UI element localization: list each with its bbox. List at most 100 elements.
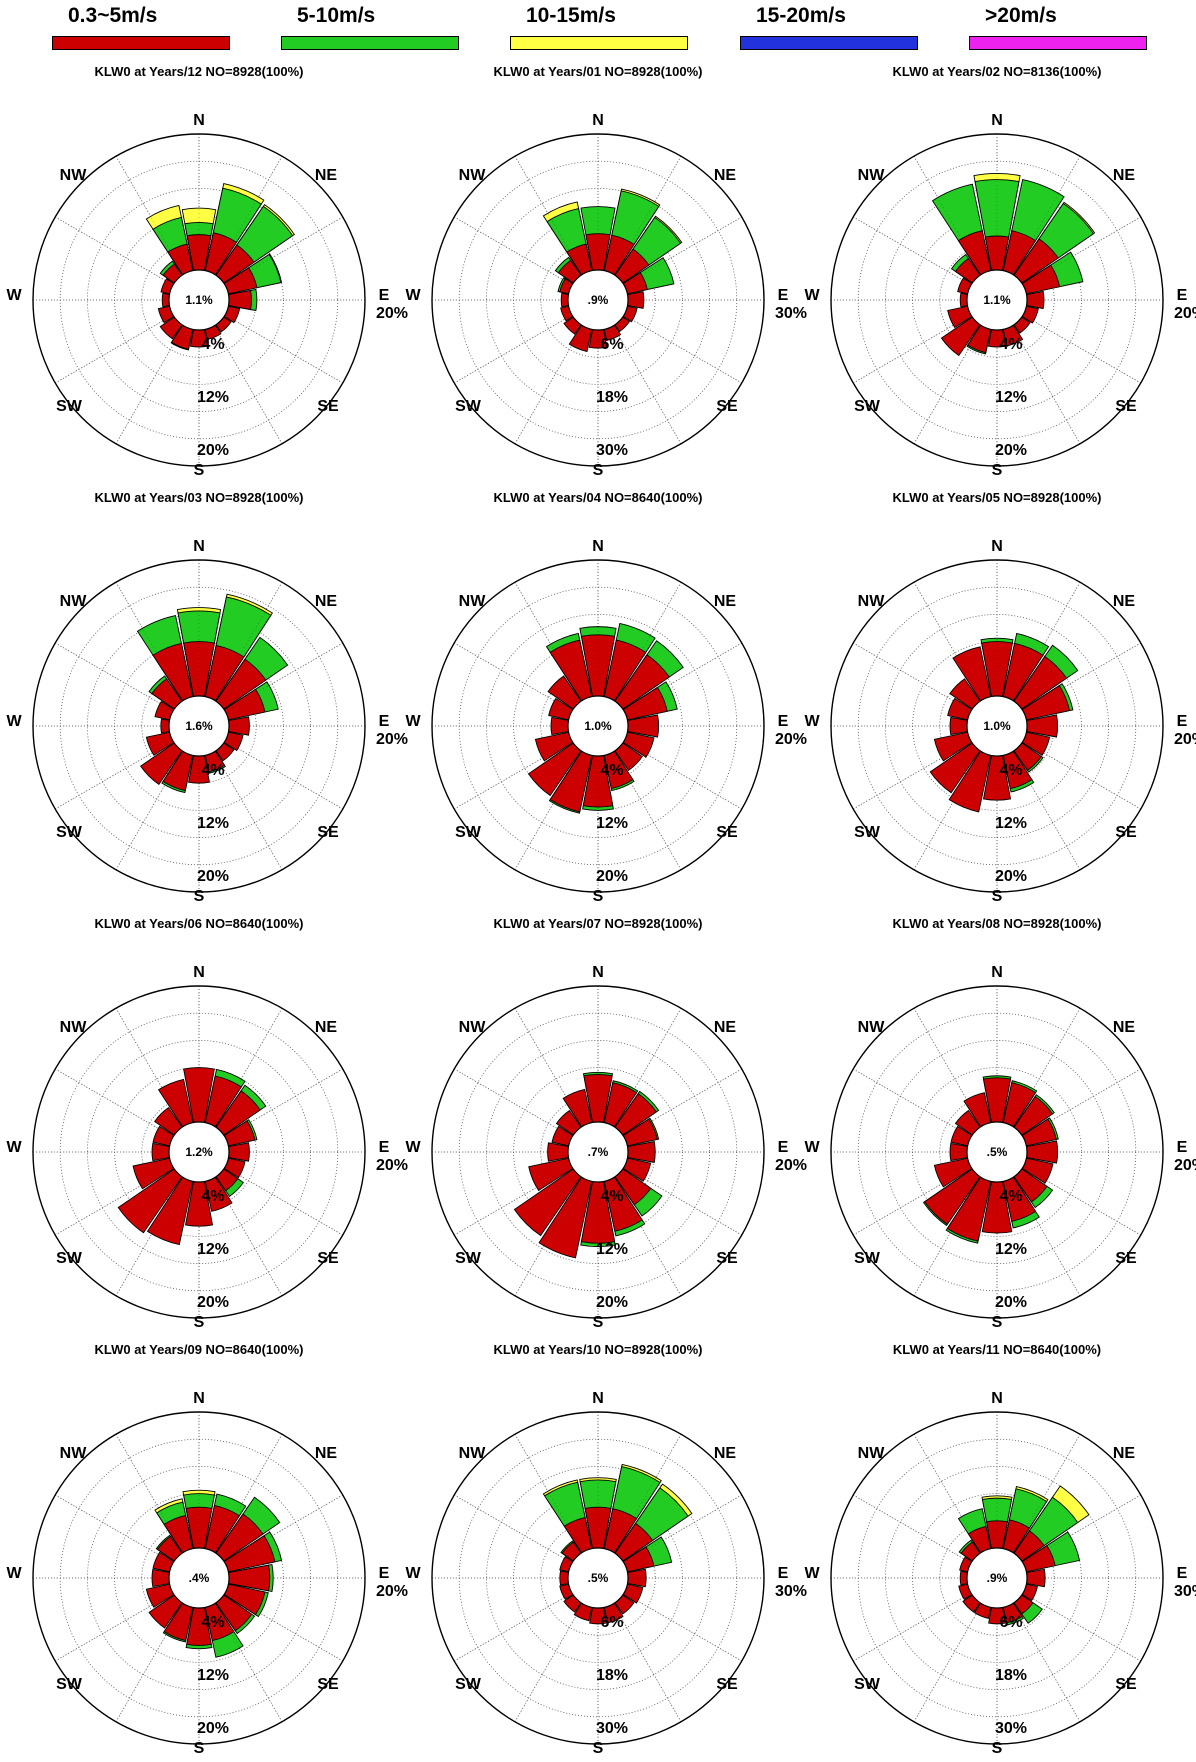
grid-spoke-overlay (115, 1177, 185, 1296)
grid-spoke-overlay (623, 1592, 742, 1662)
grid-spoke-overlay (55, 1592, 174, 1662)
panel-title: KLW0 at Years/08 NO=8928(100%) (892, 916, 1102, 931)
direction-label: W (804, 1139, 820, 1156)
direction-label: S (194, 888, 205, 905)
grid-spoke-overlay (224, 1592, 343, 1662)
windrose-panel: KLW0 at Years/03 NO=8928(100%) 1.6% 4% 12% 2… (0, 490, 408, 910)
direction-label: SW (854, 824, 881, 841)
grid-spoke-overlay (1022, 740, 1141, 810)
legend-item: 0.3~5m/s (52, 0, 232, 52)
windrose-panel: KLW0 at Years/09 NO=8640(100%) .4% 4% 12% 20… (0, 1342, 408, 1762)
sector-bar (227, 716, 250, 736)
outer-ring (830, 133, 1164, 467)
grid-spoke-overlay (213, 751, 283, 870)
east-scale-label: 30% (775, 1583, 807, 1600)
calm-circle (567, 269, 629, 331)
direction-label: S (194, 1314, 205, 1331)
direction-label: S (992, 1740, 1003, 1757)
direction-label: SW (455, 1676, 482, 1693)
ring-label: 4% (999, 762, 1022, 779)
grid-ring (486, 614, 710, 838)
grid-ring (939, 242, 1055, 358)
calm-label: 1.0% (584, 719, 612, 733)
calm-circle (966, 1547, 1028, 1609)
outer-ring (431, 559, 765, 893)
direction-label: SE (716, 1250, 738, 1267)
calm-label: 1.0% (983, 719, 1011, 733)
ring-label: 12% (995, 815, 1027, 832)
east-scale-label: 20% (1174, 305, 1196, 322)
direction-label: E (1177, 287, 1188, 304)
windrose-svg: 1.6% 4% 12% 20% N NW NE W E SW SE S 20% (6, 538, 408, 905)
direction-label: E (379, 713, 390, 730)
grid-ring (59, 160, 339, 440)
grid-spoke-overlay (913, 1434, 983, 1553)
grid-spoke-overlay (1022, 1068, 1141, 1138)
calm-label: .4% (189, 1571, 210, 1585)
east-scale-label: 20% (376, 305, 408, 322)
ring-label: 20% (995, 868, 1027, 885)
legend-swatch (740, 36, 918, 50)
grid-spoke-overlay (213, 325, 283, 444)
ring-label: 12% (596, 1241, 628, 1258)
sector-bar (547, 1142, 570, 1162)
calm-circle (168, 1547, 230, 1609)
windrose-svg: 1.1% 4% 12% 20% N NW NE W E SW SE S 20% (804, 112, 1196, 479)
grid-ring (87, 1466, 311, 1690)
ring-label: 12% (197, 1241, 229, 1258)
windrose-panel: KLW0 at Years/05 NO=8928(100%) 1.0% 4% 12% 2… (798, 490, 1196, 910)
ring-label: 4% (999, 1188, 1022, 1205)
direction-label: S (593, 888, 604, 905)
grid-spoke-overlay (454, 1592, 573, 1662)
direction-label: SW (56, 398, 83, 415)
direction-label: NE (315, 167, 338, 184)
direction-label: NE (1113, 1445, 1136, 1462)
panel-title: KLW0 at Years/07 NO=8928(100%) (493, 916, 703, 931)
grid-spoke-overlay (1011, 582, 1081, 701)
direction-label: SW (455, 1250, 482, 1267)
calm-label: .9% (987, 1571, 1008, 1585)
calm-label: 1.2% (185, 1145, 213, 1159)
direction-label: NW (459, 593, 487, 610)
windrose-svg: .5% 6% 18% 30% N NW NE W E SW SE S 30% (405, 1390, 807, 1757)
grid-spoke-overlay (1011, 325, 1081, 444)
panel-title: KLW0 at Years/01 NO=8928(100%) (493, 64, 703, 79)
sector-bar (227, 1142, 250, 1162)
grid-ring (939, 1520, 1055, 1636)
windrose-panel: KLW0 at Years/07 NO=8928(100%) .7% 4% 12% 20… (399, 916, 807, 1336)
grid-spoke-overlay (913, 1603, 983, 1722)
windrose-panel: KLW0 at Years/08 NO=8928(100%) .5% 4% 12% 20… (798, 916, 1196, 1336)
grid-ring (885, 614, 1109, 838)
direction-label: SE (317, 1250, 339, 1267)
direction-label: W (804, 1565, 820, 1582)
east-scale-label: 20% (775, 731, 807, 748)
calm-circle (966, 1121, 1028, 1183)
grid-spoke-overlay (514, 1434, 584, 1553)
calm-circle (567, 1547, 629, 1609)
grid-ring (458, 586, 738, 866)
windrose-panel: KLW0 at Years/11 NO=8640(100%) .9% 6% 18% 30… (798, 1342, 1196, 1762)
grid-ring (59, 1438, 339, 1718)
grid-spoke-overlay (612, 1177, 682, 1296)
ring-label: 18% (995, 1667, 1027, 1684)
direction-label: E (1177, 1139, 1188, 1156)
grid-spoke-overlay (514, 1008, 584, 1127)
outer-ring (830, 985, 1164, 1319)
direction-label: N (592, 964, 604, 981)
grid-spoke-overlay (1011, 1603, 1081, 1722)
grid-spoke-overlay (913, 582, 983, 701)
sector-bar (626, 291, 645, 309)
ring-label: 4% (201, 1188, 224, 1205)
direction-label: NE (1113, 1019, 1136, 1036)
windrose-svg: .7% 4% 12% 20% N NW NE W E SW SE S 20% (405, 964, 807, 1331)
windrose-panel: KLW0 at Years/01 NO=8928(100%) .9% 6% 18% 30… (399, 64, 807, 484)
grid-spoke-overlay (623, 216, 742, 286)
panel-title: KLW0 at Years/12 NO=8928(100%) (94, 64, 304, 79)
ring-label: 4% (600, 1188, 623, 1205)
ring-label: 12% (197, 815, 229, 832)
direction-label: N (991, 964, 1003, 981)
grid-spoke-overlay (115, 1434, 185, 1553)
grid-spoke-overlay (115, 582, 185, 701)
grid-spoke-overlay (1011, 1008, 1081, 1127)
legend-item: 15-20m/s (740, 0, 920, 52)
